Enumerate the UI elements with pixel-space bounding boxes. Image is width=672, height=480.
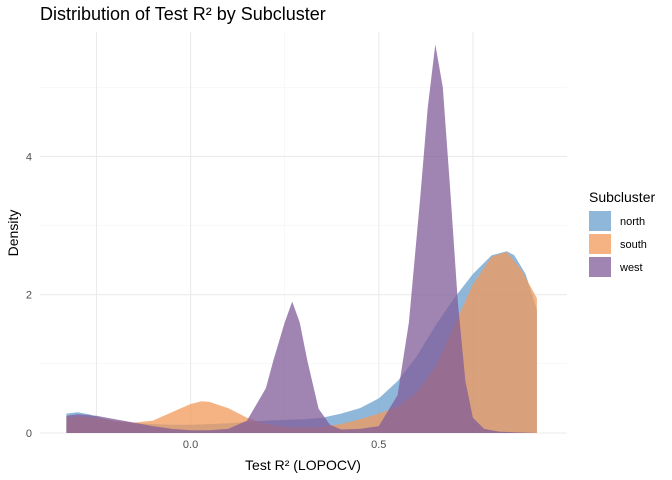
density-areas [66,44,537,434]
x-tick-label: 0.5 [371,439,386,451]
x-axis-title: Test R² (LOPOCV) [245,457,361,473]
legend-key-north [589,211,611,231]
legend-label-west: west [619,262,643,274]
x-tick-label: 0.0 [183,439,198,451]
y-tick-label: 0 [26,428,32,440]
y-tick-label: 2 [26,290,32,302]
y-axis-ticks: 0 2 4 [26,151,32,440]
y-axis-title: Density [5,210,21,257]
legend: Subcluster north south west [589,189,655,277]
legend-label-north: north [620,216,645,228]
chart-title: Distribution of Test R² by Subcluster [40,4,326,24]
density-area-south [66,251,537,433]
legend-title: Subcluster [589,189,655,205]
x-axis-ticks: 0.0 0.5 [183,439,387,451]
legend-key-south [589,234,611,254]
y-tick-label: 4 [26,151,32,163]
legend-label-south: south [620,239,647,251]
legend-key-west [589,257,611,277]
density-area-west [66,44,537,434]
